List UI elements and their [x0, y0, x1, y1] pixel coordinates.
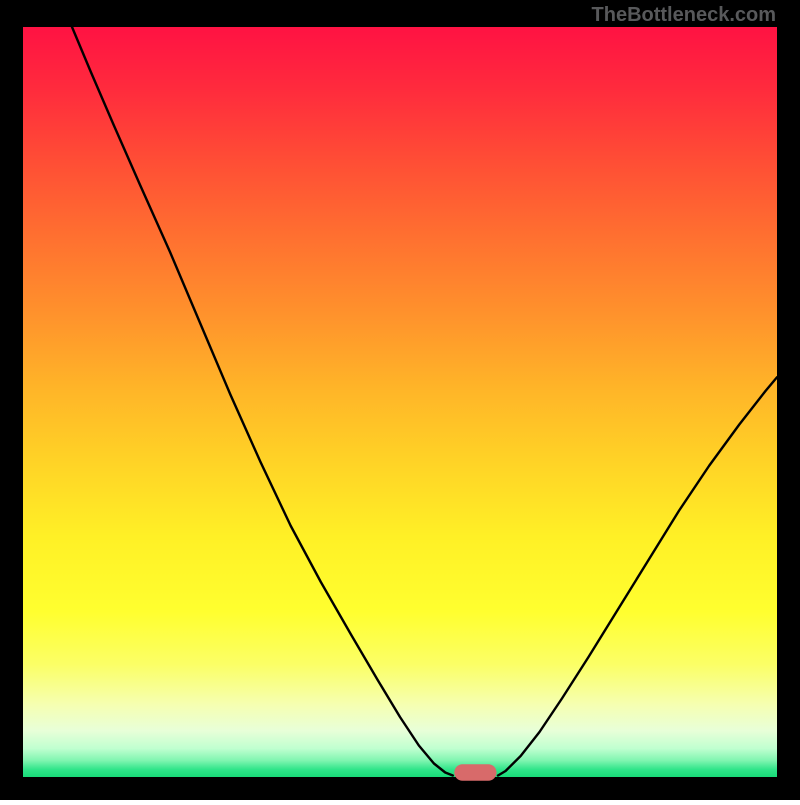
- bottleneck-chart: TheBottleneck.com: [0, 0, 800, 800]
- chart-svg: [0, 0, 800, 800]
- optimal-marker: [454, 764, 496, 781]
- watermark-text: TheBottleneck.com: [592, 4, 776, 27]
